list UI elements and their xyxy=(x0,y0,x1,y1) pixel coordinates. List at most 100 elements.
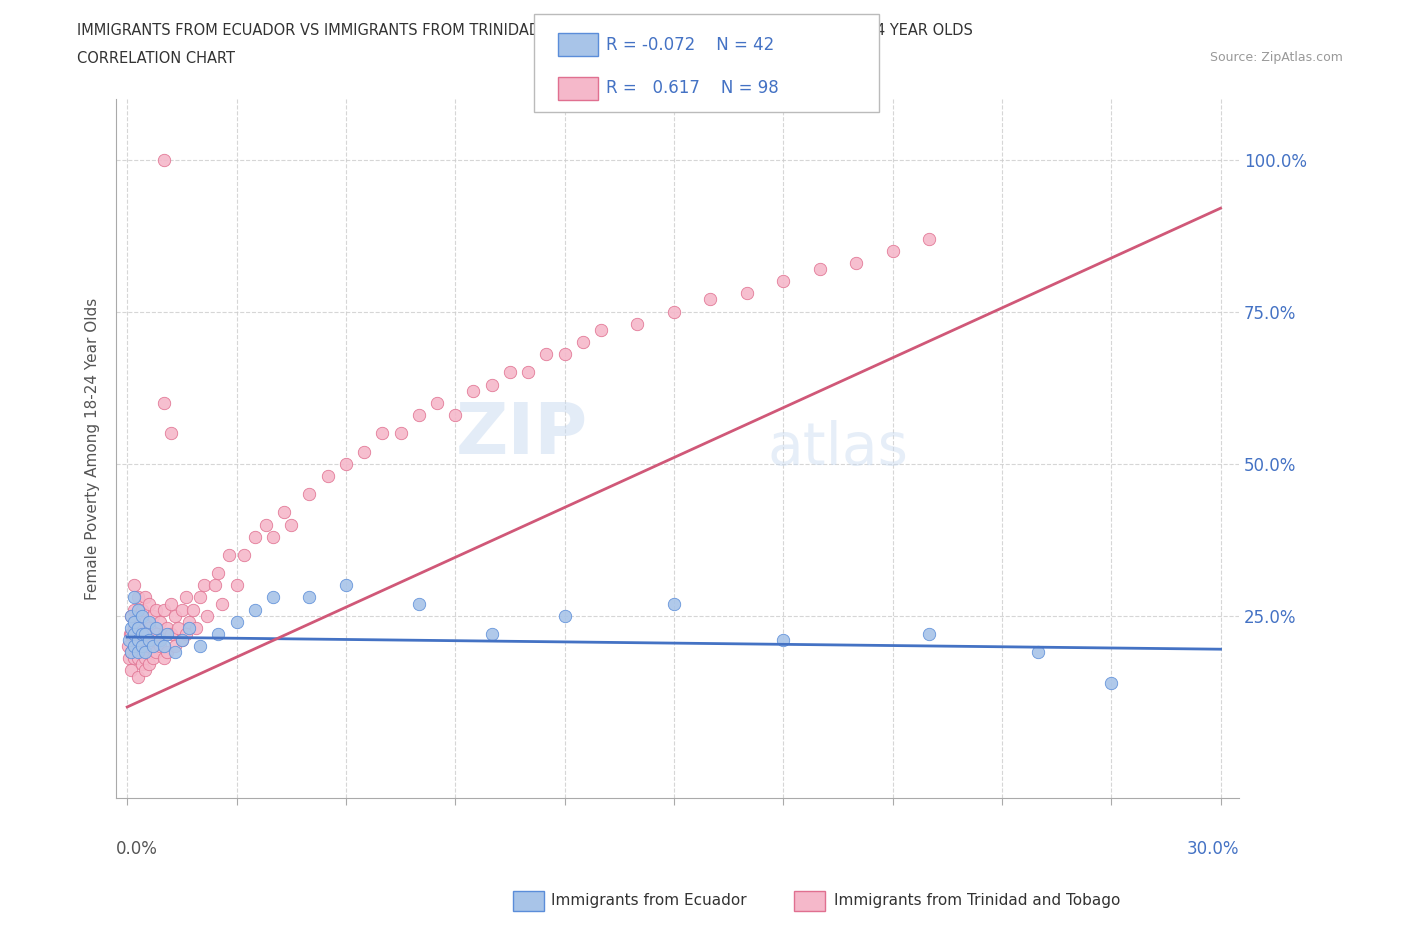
Point xyxy=(127,627,149,642)
Point xyxy=(138,657,160,671)
Point xyxy=(120,644,142,659)
Point xyxy=(463,383,485,398)
Point xyxy=(735,286,758,300)
Point xyxy=(554,608,576,623)
Text: R =   0.617    N = 98: R = 0.617 N = 98 xyxy=(606,79,779,98)
Point xyxy=(152,639,174,654)
Point xyxy=(134,651,156,666)
Point xyxy=(149,615,172,630)
Point xyxy=(134,663,156,678)
Text: Immigrants from Trinidad and Tobago: Immigrants from Trinidad and Tobago xyxy=(834,893,1121,908)
Point xyxy=(243,529,266,544)
Text: R = -0.072    N = 42: R = -0.072 N = 42 xyxy=(606,35,775,54)
Point xyxy=(131,657,153,671)
Point xyxy=(124,603,146,618)
Point xyxy=(571,335,593,350)
Point xyxy=(170,632,193,647)
Point xyxy=(124,639,146,654)
Y-axis label: Female Poverty Among 18-24 Year Olds: Female Poverty Among 18-24 Year Olds xyxy=(86,298,100,600)
Point xyxy=(772,632,794,647)
Point xyxy=(120,663,142,678)
Point xyxy=(152,627,174,642)
Point xyxy=(145,627,167,642)
Point xyxy=(163,608,186,623)
Point xyxy=(160,426,183,441)
Point xyxy=(218,548,240,563)
Point xyxy=(662,304,685,319)
Point xyxy=(131,639,153,654)
Point xyxy=(408,596,430,611)
Point xyxy=(207,627,229,642)
Point xyxy=(152,603,174,618)
Point xyxy=(131,608,153,623)
Point xyxy=(517,365,540,379)
Point xyxy=(371,426,394,441)
Point xyxy=(138,632,160,647)
Text: ZIP: ZIP xyxy=(456,400,588,469)
Point xyxy=(163,644,186,659)
Point xyxy=(117,639,139,654)
Point xyxy=(160,596,183,611)
Point xyxy=(152,651,174,666)
Point xyxy=(188,590,211,604)
Point xyxy=(262,590,284,604)
Point xyxy=(167,620,190,635)
Point xyxy=(408,407,430,422)
Point xyxy=(353,444,375,458)
Point xyxy=(808,261,831,276)
Point xyxy=(124,620,146,635)
Point xyxy=(845,256,868,271)
Point xyxy=(389,426,412,441)
Text: 30.0%: 30.0% xyxy=(1187,840,1239,858)
Point xyxy=(134,615,156,630)
Point xyxy=(163,639,186,654)
Point xyxy=(662,596,685,611)
Point xyxy=(160,627,183,642)
Point xyxy=(772,273,794,288)
Point xyxy=(170,632,193,647)
Point xyxy=(127,632,149,647)
Point xyxy=(120,627,142,642)
Point xyxy=(179,620,201,635)
Point xyxy=(127,644,149,659)
Point xyxy=(186,620,208,635)
Point xyxy=(316,469,339,484)
Point xyxy=(131,644,153,659)
Point xyxy=(142,639,165,654)
Point xyxy=(156,620,179,635)
Point xyxy=(145,620,167,635)
Point xyxy=(1099,675,1122,690)
Point xyxy=(120,620,142,635)
Point xyxy=(298,486,321,501)
Point xyxy=(211,596,233,611)
Point xyxy=(170,603,193,618)
Point xyxy=(174,627,197,642)
Point xyxy=(204,578,226,592)
Point xyxy=(195,608,218,623)
Point xyxy=(536,347,558,362)
Point xyxy=(188,639,211,654)
Point xyxy=(225,578,247,592)
Point xyxy=(120,627,142,642)
Point xyxy=(152,153,174,167)
Point xyxy=(142,651,165,666)
Point xyxy=(1028,644,1050,659)
Point xyxy=(481,378,503,392)
Point xyxy=(134,627,156,642)
Point xyxy=(127,639,149,654)
Point xyxy=(335,457,357,472)
Point xyxy=(124,615,146,630)
Point xyxy=(120,608,142,623)
Point xyxy=(426,395,449,410)
Point xyxy=(127,620,149,635)
Point xyxy=(262,529,284,544)
Point xyxy=(444,407,467,422)
Point xyxy=(481,627,503,642)
Point xyxy=(131,627,153,642)
Point xyxy=(124,651,146,666)
Point xyxy=(120,608,142,623)
Point xyxy=(145,603,167,618)
Point xyxy=(142,632,165,647)
Point xyxy=(254,517,277,532)
Point xyxy=(554,347,576,362)
